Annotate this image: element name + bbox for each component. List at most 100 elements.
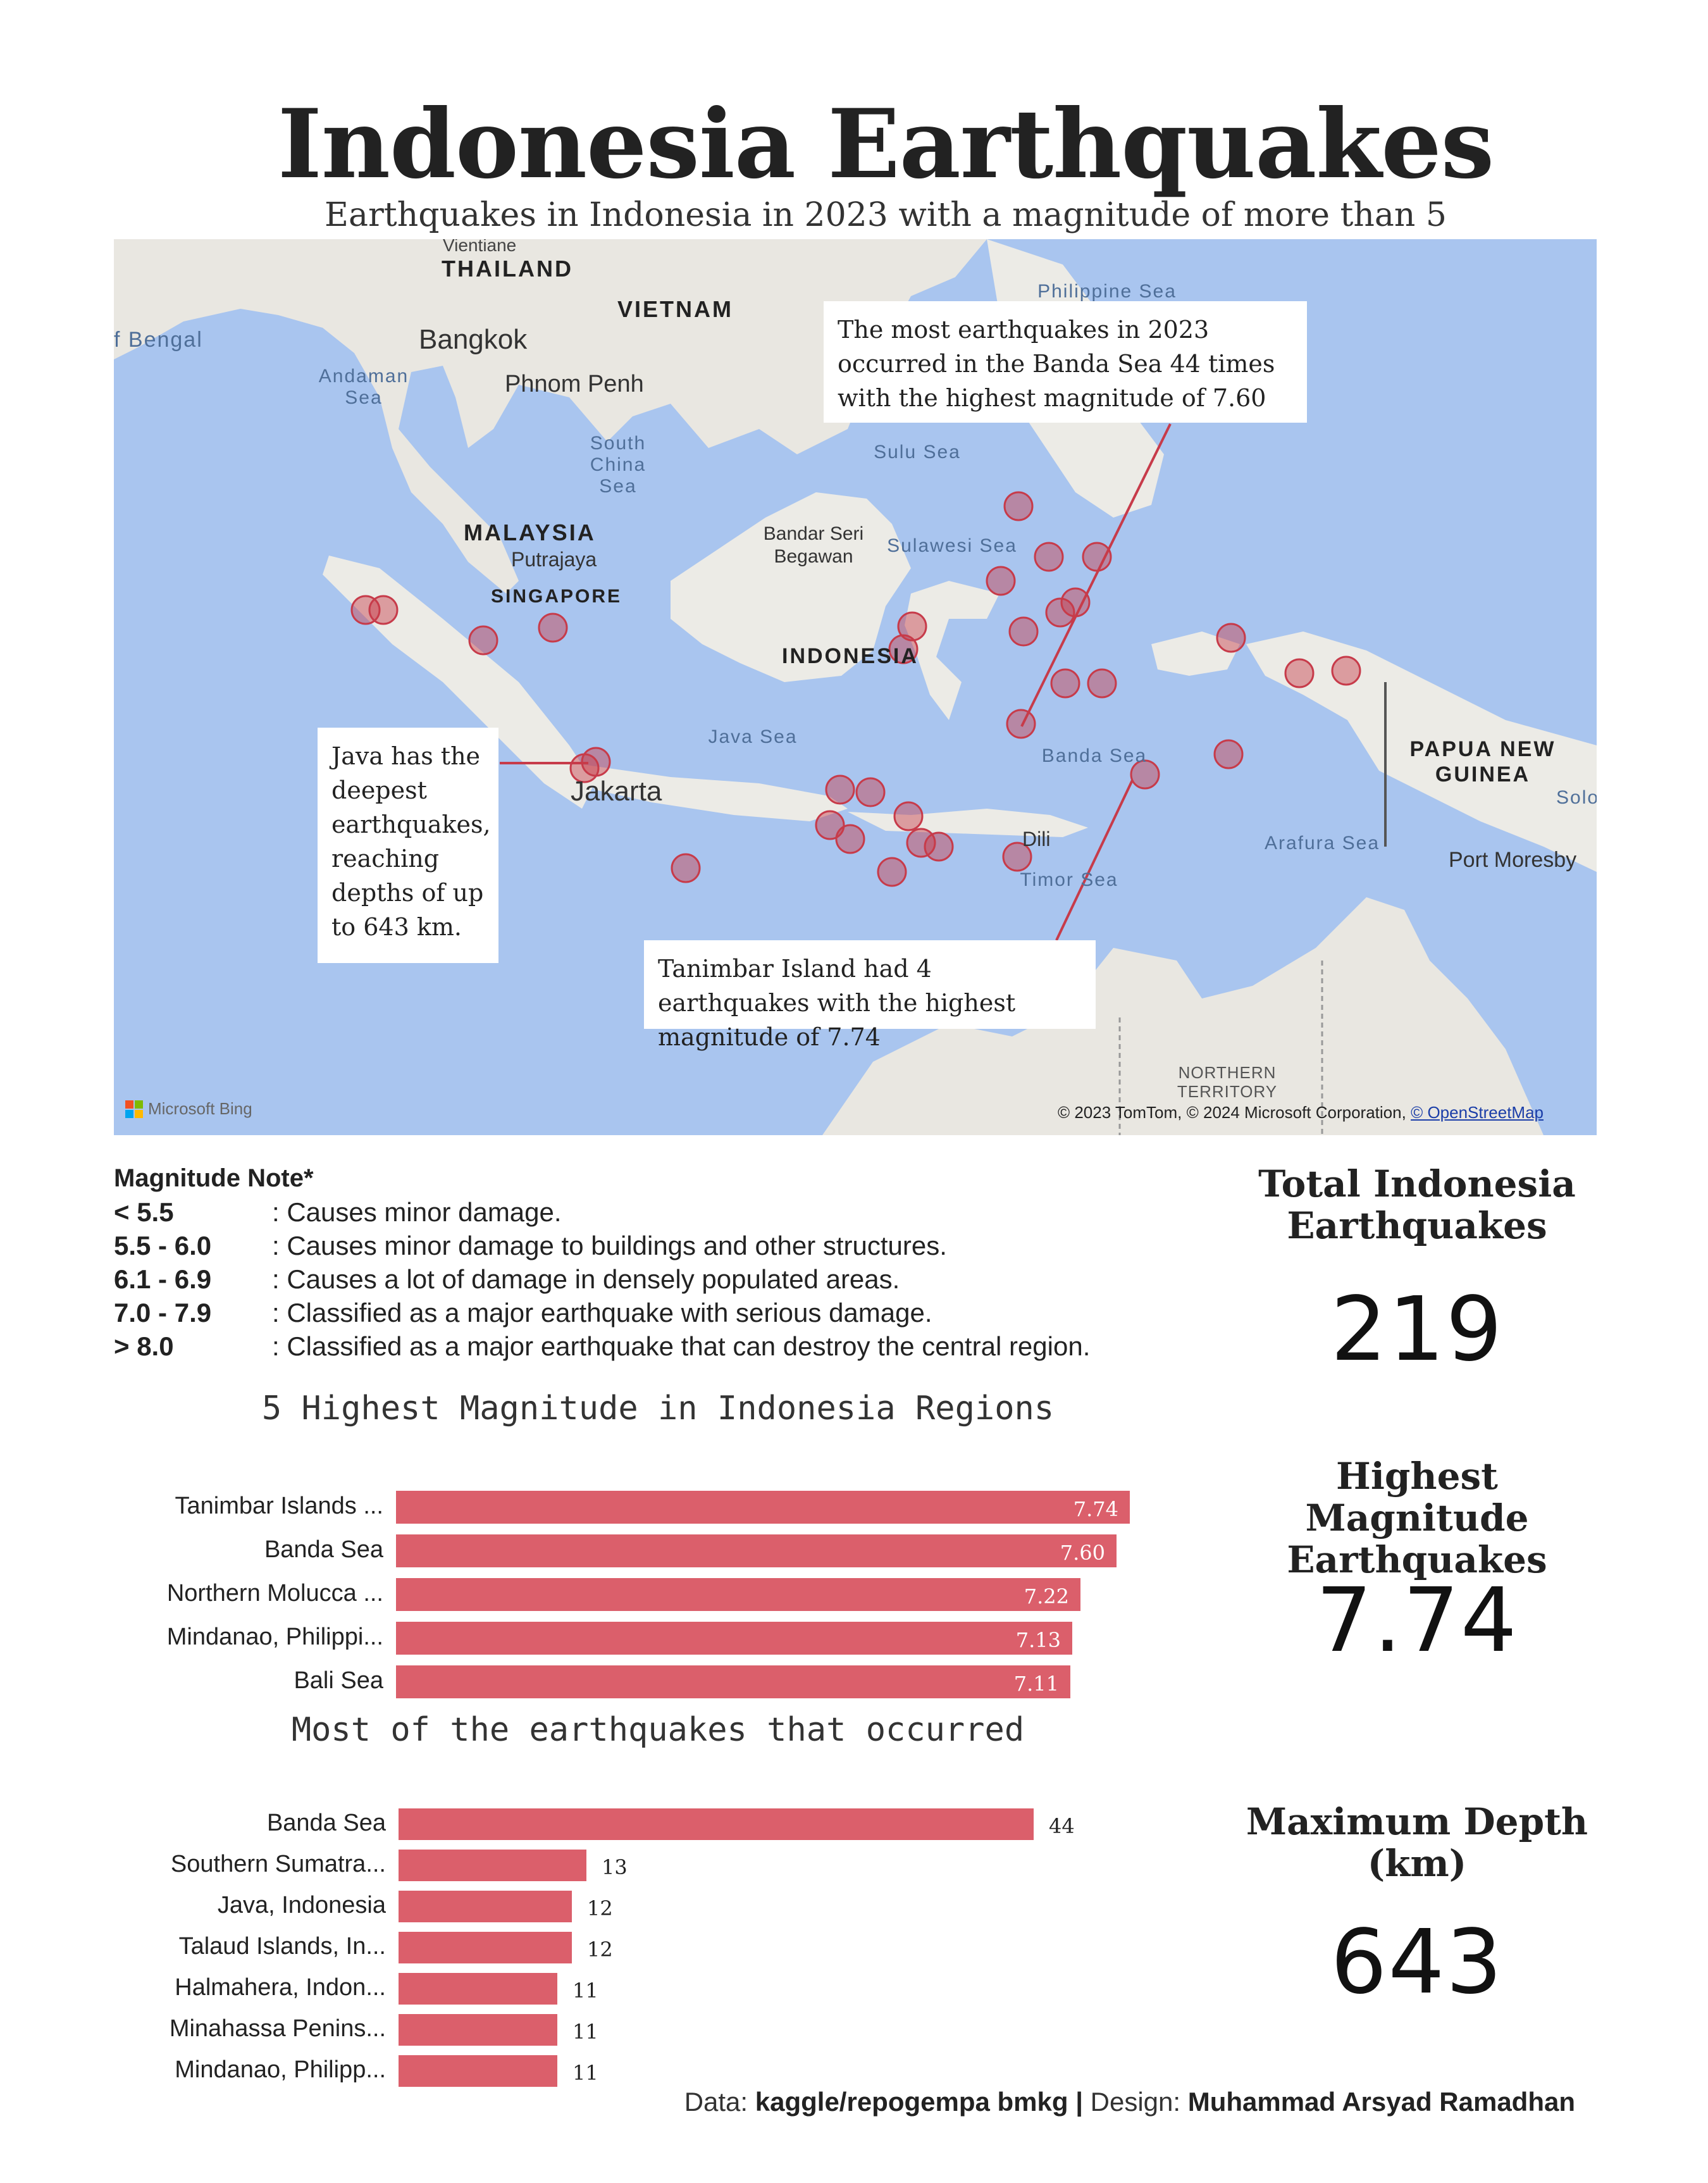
bar[interactable] — [399, 2014, 557, 2046]
note-range: 6.1 - 6.9 — [114, 1264, 212, 1294]
bar-value-label: 44 — [1049, 1814, 1075, 1838]
earthquake-marker — [1087, 668, 1117, 699]
bar-category-label: Halmahera, Indon... — [175, 1974, 386, 2001]
earthquake-marker — [1060, 587, 1091, 618]
earthquake-markers — [350, 491, 1361, 887]
kpi-magnitude-value: 7.74 — [1316, 1569, 1518, 1672]
bar-value-label: 13 — [602, 1855, 628, 1879]
bar[interactable] — [399, 1850, 586, 1881]
map-label-bengal: f Bengal — [114, 328, 203, 352]
bar[interactable] — [399, 2055, 557, 2087]
earthquake-marker — [1008, 616, 1039, 647]
earthquake-marker — [468, 625, 498, 656]
earthquake-marker — [888, 634, 919, 664]
note-row: 5.5 - 6.0 : Causes minor damage to build… — [114, 1229, 1202, 1262]
bing-label: Microsoft Bing — [148, 1099, 252, 1118]
map-label-indonesia: INDONESIA — [782, 644, 919, 668]
bar[interactable] — [399, 1891, 572, 1922]
earthquake-marker — [924, 831, 954, 862]
map-label-putrajaya: Putrajaya — [511, 548, 597, 571]
bar-value-label: 11 — [572, 2061, 598, 2085]
earthquake-marker — [1082, 542, 1112, 572]
mainland-shape — [114, 239, 987, 594]
note-desc: : Classified as a major earthquake that … — [272, 1331, 1091, 1361]
borneo-shape — [671, 492, 911, 682]
bar-category-label: Java, Indonesia — [217, 1892, 386, 1919]
bar-value-label: 7.11 — [1013, 1672, 1059, 1696]
map-label-thailand: THAILAND — [442, 256, 573, 282]
note-row: 6.1 - 6.9 : Causes a lot of damage in de… — [114, 1262, 1202, 1296]
bar[interactable] — [396, 1491, 1130, 1524]
bar[interactable] — [399, 1808, 1034, 1840]
bar[interactable] — [396, 1665, 1070, 1698]
map-label-timor: Timor Sea — [1020, 869, 1118, 890]
bar-value-label: 11 — [572, 1979, 598, 2003]
tanimbar-leader-line — [1055, 780, 1134, 941]
earthquake-marker — [1130, 759, 1160, 790]
note-row: < 5.5 : Causes minor damage. — [114, 1195, 1202, 1229]
magnitude-note: Magnitude Note* < 5.5 : Causes minor dam… — [114, 1162, 1202, 1363]
bar-category-label: Mindanao, Philippi... — [166, 1624, 383, 1650]
bar-value-label: 12 — [587, 1896, 613, 1920]
earthquake-marker — [1216, 623, 1246, 653]
map-label-solo: Solo — [1556, 787, 1597, 808]
bar-value-label: 7.74 — [1073, 1497, 1118, 1521]
earthquake-marker — [1213, 739, 1244, 769]
map-label-banda-sea: Banda Sea — [1041, 745, 1148, 766]
earthquake-marker — [1034, 542, 1064, 572]
australia-shape — [822, 897, 1544, 1135]
map-land-svg — [114, 239, 1597, 1135]
earthquake-map[interactable]: THAILAND Vientiane VIETNAM MALAYSIA SING… — [114, 239, 1597, 1135]
kpi-magnitude-title: Highest Magnitude Earthquakes — [1287, 1455, 1547, 1581]
map-label-south-china: South China Sea — [590, 433, 647, 497]
earthquake-marker — [986, 566, 1016, 596]
map-attribution: © 2023 TomTom, © 2024 Microsoft Corporat… — [1058, 1103, 1544, 1123]
note-desc: : Causes a lot of damage in densely popu… — [272, 1264, 900, 1294]
magnitude-chart-title: 5 Highest Magnitude in Indonesia Regions — [261, 1390, 1055, 1427]
map-label-java-sea: Java Sea — [708, 726, 798, 747]
magnitude-note-heading: Magnitude Note* — [114, 1164, 314, 1192]
map-label-andaman: Andaman Sea — [318, 366, 409, 408]
bar-category-label: Banda Sea — [266, 1810, 386, 1836]
bar[interactable] — [399, 1973, 557, 2005]
bar[interactable] — [396, 1578, 1080, 1611]
footer-design-prefix: Design: — [1090, 2087, 1181, 2117]
bar[interactable] — [396, 1534, 1117, 1567]
map-label-bandar: Bandar Seri Begawan — [763, 523, 864, 567]
earthquake-marker — [825, 774, 855, 805]
bar-value-label: 11 — [572, 2020, 598, 2044]
map-label-vietnam: VIETNAM — [617, 296, 733, 322]
footer-credits: Data: kaggle/repogempa bmkg | Design: Mu… — [684, 2087, 1575, 2117]
bar[interactable] — [399, 1932, 572, 1963]
kpi-total-value: 219 — [1330, 1278, 1504, 1381]
osm-link[interactable]: © OpenStreetMap — [1411, 1103, 1544, 1122]
java-shape — [582, 764, 848, 821]
lesser-sunda-shape — [848, 809, 1088, 837]
map-label-malaysia: MALAYSIA — [464, 519, 596, 545]
note-row: 7.0 - 7.9 : Classified as a major earthq… — [114, 1296, 1202, 1329]
bar-category-label: Bali Sea — [294, 1667, 383, 1694]
map-label-dili: Dili — [1022, 828, 1051, 850]
attribution-text: © 2023 TomTom, © 2024 Microsoft Corporat… — [1057, 1103, 1406, 1122]
kpi-depth-title: Maximum Depth (km) — [1246, 1800, 1588, 1885]
earthquake-marker — [1045, 597, 1075, 628]
map-label-sulu: Sulu Sea — [874, 442, 961, 463]
microsoft-logo-icon — [125, 1100, 143, 1118]
bar-category-label: Banda Sea — [264, 1536, 383, 1563]
map-label-northern-territory: NORTHERN TERRITORY — [1177, 1063, 1278, 1101]
papua-shape — [1246, 631, 1597, 872]
map-label-port-moresby: Port Moresby — [1449, 848, 1577, 872]
banda-callout: The most earthquakes in 2023 occurred in… — [824, 301, 1307, 423]
map-label-phnom-penh: Phnom Penh — [505, 371, 644, 397]
bing-logo: Microsoft Bing — [125, 1099, 252, 1119]
bar[interactable] — [396, 1622, 1072, 1655]
note-row: > 8.0 : Classified as a major earthquake… — [114, 1329, 1202, 1363]
bar-category-label: Northern Molucca ... — [166, 1580, 383, 1607]
earthquake-marker — [877, 857, 907, 887]
page-subtitle: Earthquakes in Indonesia in 2023 with a … — [324, 196, 1447, 234]
note-desc: : Classified as a major earthquake with … — [272, 1298, 932, 1328]
earthquake-marker — [897, 611, 927, 642]
earthquake-marker — [1006, 709, 1036, 739]
note-range: < 5.5 — [114, 1197, 174, 1227]
bar-value-label: 7.22 — [1024, 1584, 1069, 1608]
